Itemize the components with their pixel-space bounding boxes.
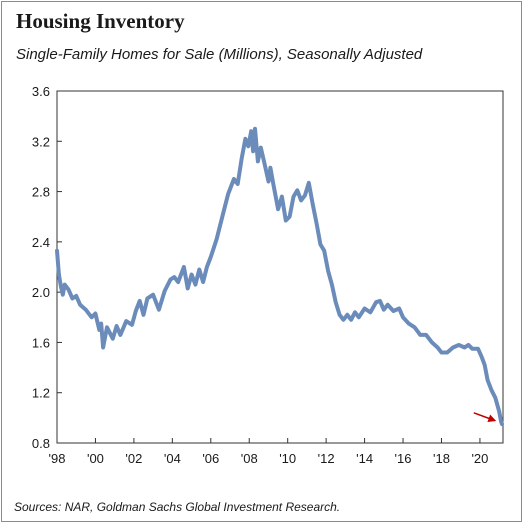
x-tick-label: '18 [433,451,450,466]
x-tick-label: '14 [356,451,373,466]
y-tick-label: 1.6 [32,335,50,350]
y-tick-label: 0.8 [32,436,50,451]
x-tick-label: '04 [164,451,181,466]
x-tick-label: '00 [87,451,104,466]
y-tick-label: 2.4 [32,235,50,250]
y-tick-label: 1.2 [32,386,50,401]
x-tick-label: '10 [279,451,296,466]
x-tick-label: '20 [471,451,488,466]
chart-title: Housing Inventory [16,9,185,33]
x-tick-label: '12 [318,451,335,466]
y-tick-label: 3.2 [32,134,50,149]
plot-area-border [56,90,504,444]
x-tick-label: '02 [125,451,142,466]
x-tick-label: '16 [395,451,412,466]
chart-subtitle: Single-Family Homes for Sale (Millions),… [16,46,423,63]
x-tick-label: '06 [202,451,219,466]
y-tick-label: 3.6 [32,84,50,99]
source-note: Sources: NAR, Goldman Sachs Global Inves… [14,500,341,514]
x-tick-label: '08 [241,451,258,466]
x-tick-label: '98 [49,451,66,466]
y-tick-label: 2.0 [32,285,50,300]
decline-arrow [473,412,497,423]
y-tick-label: 2.8 [32,185,50,200]
series-line [55,126,504,427]
